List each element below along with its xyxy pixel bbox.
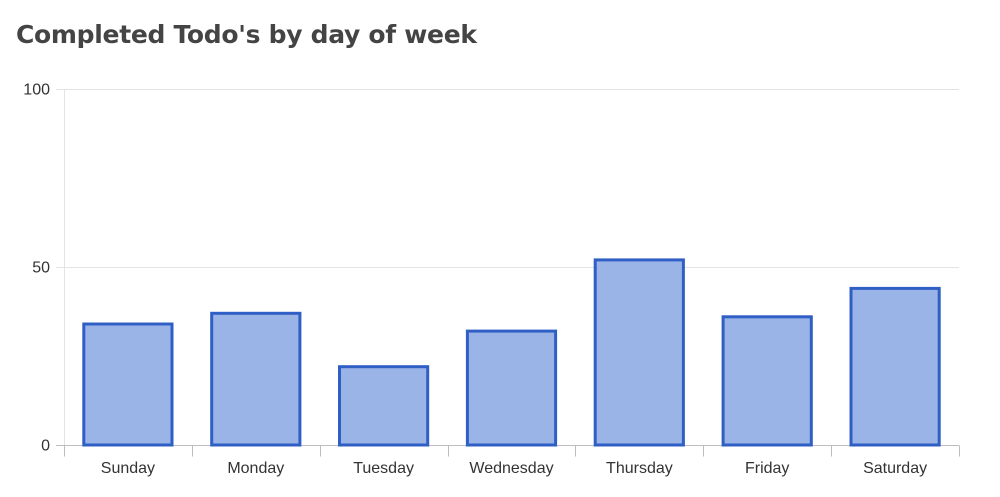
x-tick-label-friday: Friday [745, 460, 789, 477]
y-tick-label: 0 [41, 438, 50, 455]
y-tick-label: 100 [23, 82, 50, 99]
bar-tuesday[interactable] [338, 365, 430, 447]
bar-monday[interactable] [210, 311, 302, 447]
bar-sunday[interactable] [82, 322, 174, 447]
x-tick-label-sunday: Sunday [101, 460, 155, 477]
bar-thursday[interactable] [593, 258, 685, 447]
label-layer: 0 50 100 Sunday Monday Tuesday Wednesday Thursd… [23, 82, 927, 478]
x-tick-label-tuesday: Tuesday [353, 460, 414, 477]
bar-saturday[interactable] [849, 286, 941, 447]
bar-friday[interactable] [721, 315, 813, 447]
bar-wednesday[interactable] [465, 329, 558, 447]
x-tick-label-thursday: Thursday [606, 460, 673, 477]
y-tick-label: 50 [32, 260, 50, 277]
x-tick-label-saturday: Saturday [863, 460, 927, 477]
bar-layer [82, 258, 941, 447]
x-tick-label-wednesday: Wednesday [469, 460, 553, 477]
grid-layer [56, 89, 959, 268]
chart-title: Completed Todo's by day of week [16, 20, 477, 49]
x-tick-label-monday: Monday [227, 460, 284, 477]
